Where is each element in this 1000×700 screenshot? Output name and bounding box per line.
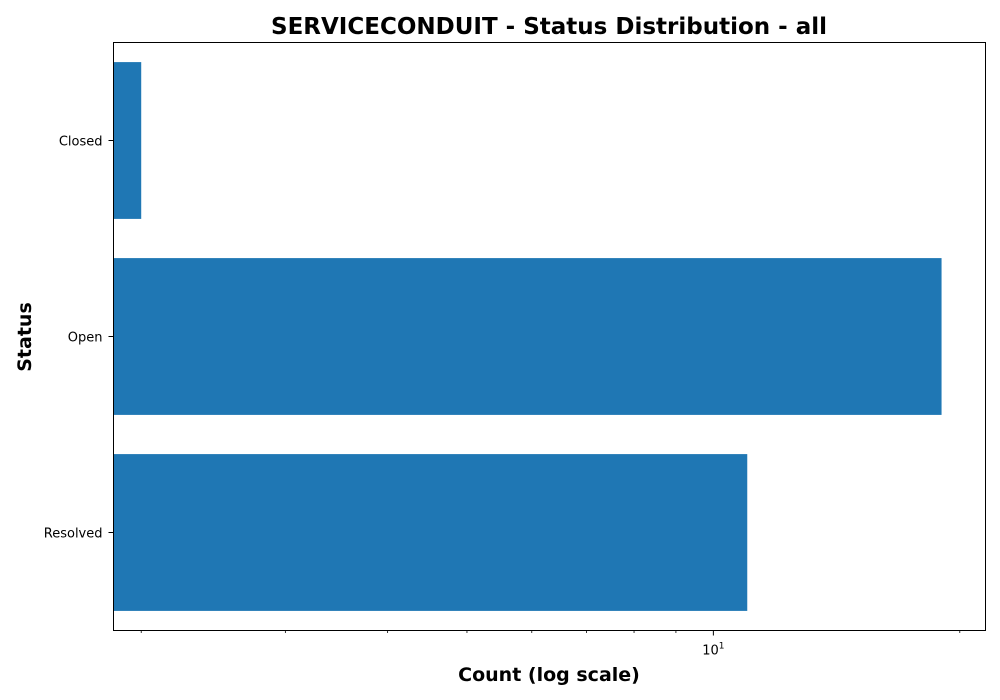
- y-axis-label: Status: [14, 302, 36, 372]
- y-tick-label-resolved: Resolved: [44, 527, 103, 542]
- bar-closed: [113, 62, 142, 219]
- y-tick-label-closed: Closed: [59, 135, 103, 150]
- y-tick-label-open: Open: [68, 331, 103, 346]
- bar-open: [113, 258, 942, 415]
- x-axis-label: Count (log scale): [458, 664, 640, 686]
- y-axis: Closed Open Resolved: [44, 135, 114, 542]
- x-tick-label: 101: [702, 642, 724, 659]
- chart-title: SERVICECONDUIT - Status Distribution - a…: [271, 14, 827, 40]
- x-axis: 101: [140, 630, 961, 659]
- bars-group: [113, 62, 942, 611]
- bar-resolved: [113, 454, 748, 611]
